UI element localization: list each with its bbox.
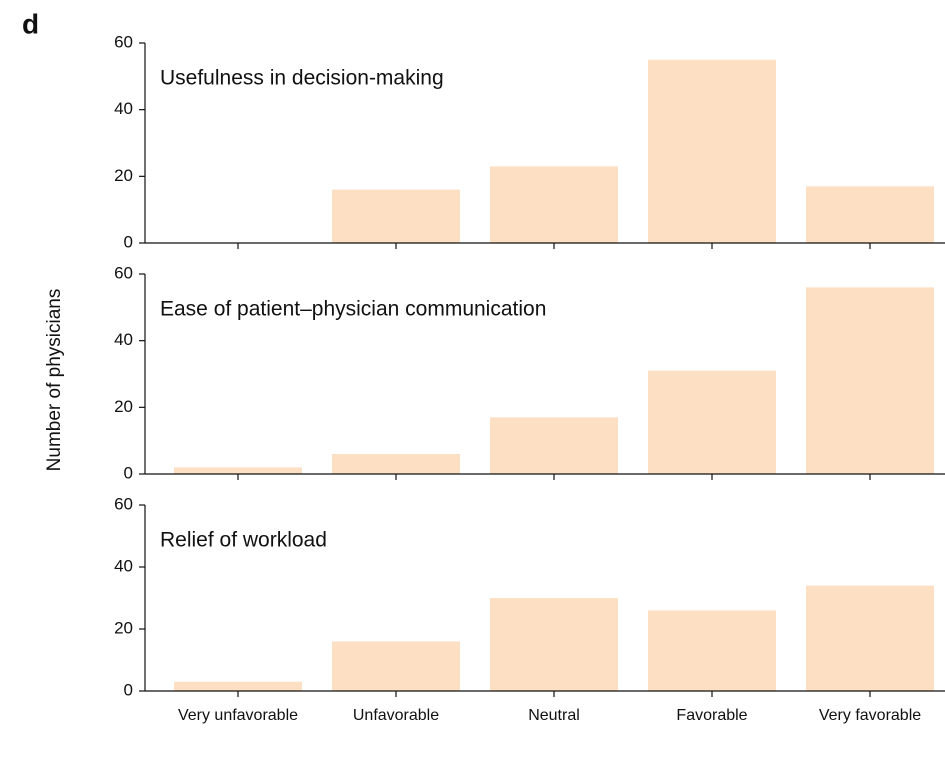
bar [806, 287, 934, 474]
y-axis-label: Number of physicians [44, 289, 65, 472]
y-tick-label: 40 [114, 99, 133, 118]
y-tick-label: 0 [124, 463, 133, 482]
y-tick-label: 60 [114, 263, 133, 282]
panel-label: d [22, 8, 39, 39]
bar [648, 370, 776, 474]
bar [648, 59, 776, 243]
x-tick-label: Neutral [528, 707, 580, 724]
x-tick-label: Unfavorable [352, 707, 440, 724]
panel-title: Relief of workload [160, 529, 327, 552]
y-tick-label: 0 [124, 232, 133, 251]
bar [490, 166, 618, 243]
y-tick-label: 20 [114, 166, 133, 185]
bar [806, 585, 934, 691]
bar [490, 598, 618, 691]
y-tick-label: 20 [114, 397, 133, 416]
bar [174, 681, 302, 691]
y-tick-label: 40 [114, 556, 133, 575]
y-tick-label: 60 [114, 494, 133, 513]
bar [490, 417, 618, 474]
y-tick-label: 20 [114, 618, 133, 637]
bar [332, 189, 460, 243]
bar [648, 610, 776, 691]
x-tick-label: Very favorable [818, 707, 922, 724]
y-tick-label: 60 [114, 32, 133, 51]
x-tick-label: Favorable [676, 707, 748, 724]
panel-title: Usefulness in decision-making [160, 67, 444, 90]
bar [332, 454, 460, 474]
y-tick-label: 40 [114, 330, 133, 349]
x-tick-label: Very unfavorable [177, 707, 299, 724]
panel-title: Ease of patient–physician communication [160, 298, 546, 321]
bar [174, 467, 302, 474]
y-tick-label: 0 [124, 680, 133, 699]
bar [332, 641, 460, 691]
bar [806, 186, 934, 243]
